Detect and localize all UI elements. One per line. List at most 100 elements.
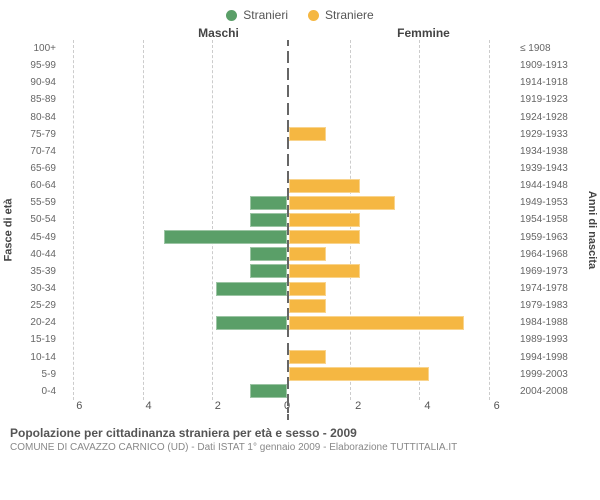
age-label: 15-19 — [16, 334, 62, 345]
birth-label: 1984-1988 — [514, 317, 580, 328]
y-axis-label-left: Fasce di età — [0, 40, 16, 420]
age-label: 85-89 — [16, 94, 62, 105]
x-tick: 6 — [494, 400, 500, 412]
female-side — [287, 194, 514, 211]
female-side — [287, 160, 514, 177]
female-side — [287, 126, 514, 143]
x-tick: 2 — [215, 400, 221, 412]
age-label: 5-9 — [16, 369, 62, 380]
chart-title: Popolazione per cittadinanza straniera p… — [10, 426, 590, 440]
female-side — [287, 246, 514, 263]
male-side — [62, 74, 287, 91]
header-male: Maschi — [56, 26, 321, 40]
age-label: 30-34 — [16, 283, 62, 294]
male-side — [62, 194, 287, 211]
table-row: 35-391969-1973 — [16, 263, 584, 280]
female-bar — [289, 127, 326, 141]
age-label: 40-44 — [16, 249, 62, 260]
table-row: 80-841924-1928 — [16, 109, 584, 126]
female-side — [287, 211, 514, 228]
female-side — [287, 57, 514, 74]
female-side — [287, 109, 514, 126]
male-side — [62, 366, 287, 383]
female-side — [287, 314, 514, 331]
male-side — [62, 383, 287, 400]
female-bar — [289, 264, 360, 278]
female-side — [287, 383, 514, 400]
age-label: 25-29 — [16, 300, 62, 311]
birth-label: 1999-2003 — [514, 369, 580, 380]
female-bar — [289, 196, 395, 210]
male-side — [62, 349, 287, 366]
female-bar — [289, 230, 360, 244]
female-side — [287, 331, 514, 348]
male-side — [62, 57, 287, 74]
chart-subtitle: COMUNE DI CAVAZZO CARNICO (UD) - Dati IS… — [10, 442, 590, 453]
birth-label: 1974-1978 — [514, 283, 580, 294]
female-side — [287, 263, 514, 280]
table-row: 75-79 1929-1933 — [16, 126, 584, 143]
male-side — [62, 280, 287, 297]
table-row: 15-191989-1993 — [16, 331, 584, 348]
female-side — [287, 366, 514, 383]
table-row: 20-241984-1988 — [16, 314, 584, 331]
legend-label-female: Straniere — [325, 8, 374, 22]
pyramid-chart: Fasce di età 100+≤ 1908 95-99 1909-1913 90-… — [0, 40, 600, 420]
birth-label: 1964-1968 — [514, 249, 580, 260]
age-label: 0-4 — [16, 386, 62, 397]
birth-label: 1939-1943 — [514, 163, 580, 174]
birth-label: 1934-1938 — [514, 146, 580, 157]
female-bar — [289, 247, 326, 261]
birth-label: 1959-1963 — [514, 232, 580, 243]
table-row: 50-541954-1958 — [16, 211, 584, 228]
table-row: 60-641944-1948 — [16, 177, 584, 194]
x-tick: 4 — [145, 400, 151, 412]
male-side — [62, 126, 287, 143]
table-row: 55-591949-1953 — [16, 194, 584, 211]
table-row: 65-69 1939-1943 — [16, 160, 584, 177]
birth-label: 1954-1958 — [514, 214, 580, 225]
female-bar — [289, 299, 326, 313]
male-side — [62, 246, 287, 263]
table-row: 100+≤ 1908 — [16, 40, 584, 57]
birth-label: 1919-1923 — [514, 94, 580, 105]
female-side — [287, 40, 514, 57]
male-side — [62, 40, 287, 57]
birth-label: 1979-1983 — [514, 300, 580, 311]
female-side — [287, 280, 514, 297]
table-row: 25-29 1979-1983 — [16, 297, 584, 314]
header-female: Femmine — [321, 26, 586, 40]
male-bar — [164, 230, 287, 244]
male-side — [62, 211, 287, 228]
age-label: 95-99 — [16, 60, 62, 71]
female-side — [287, 143, 514, 160]
y-axis-label-right: Anni di nascita — [584, 40, 600, 420]
chart-footer: Popolazione per cittadinanza straniera p… — [0, 420, 600, 453]
birth-label: 1929-1933 — [514, 129, 580, 140]
table-row: 30-34 1974-1978 — [16, 280, 584, 297]
table-row: 10-141994-1998 — [16, 349, 584, 366]
legend-label-male: Stranieri — [243, 8, 288, 22]
age-label: 55-59 — [16, 197, 62, 208]
male-side — [62, 91, 287, 108]
male-side — [62, 297, 287, 314]
female-side — [287, 297, 514, 314]
birth-label: ≤ 1908 — [514, 43, 580, 54]
x-tick: 6 — [76, 400, 82, 412]
age-label: 60-64 — [16, 180, 62, 191]
female-side — [287, 91, 514, 108]
female-bar — [289, 316, 464, 330]
age-label: 75-79 — [16, 129, 62, 140]
plot-area: 100+≤ 1908 95-99 1909-1913 90-941914-1918 85… — [16, 40, 584, 420]
female-side — [287, 349, 514, 366]
birth-label: 1924-1928 — [514, 112, 580, 123]
birth-label: 1909-1913 — [514, 60, 580, 71]
birth-label: 1914-1918 — [514, 77, 580, 88]
male-side — [62, 160, 287, 177]
male-bar — [250, 384, 287, 398]
table-row: 95-99 1909-1913 — [16, 57, 584, 74]
birth-label: 1994-1998 — [514, 352, 580, 363]
age-label: 65-69 — [16, 163, 62, 174]
table-row: 90-941914-1918 — [16, 74, 584, 91]
birth-label: 2004-2008 — [514, 386, 580, 397]
